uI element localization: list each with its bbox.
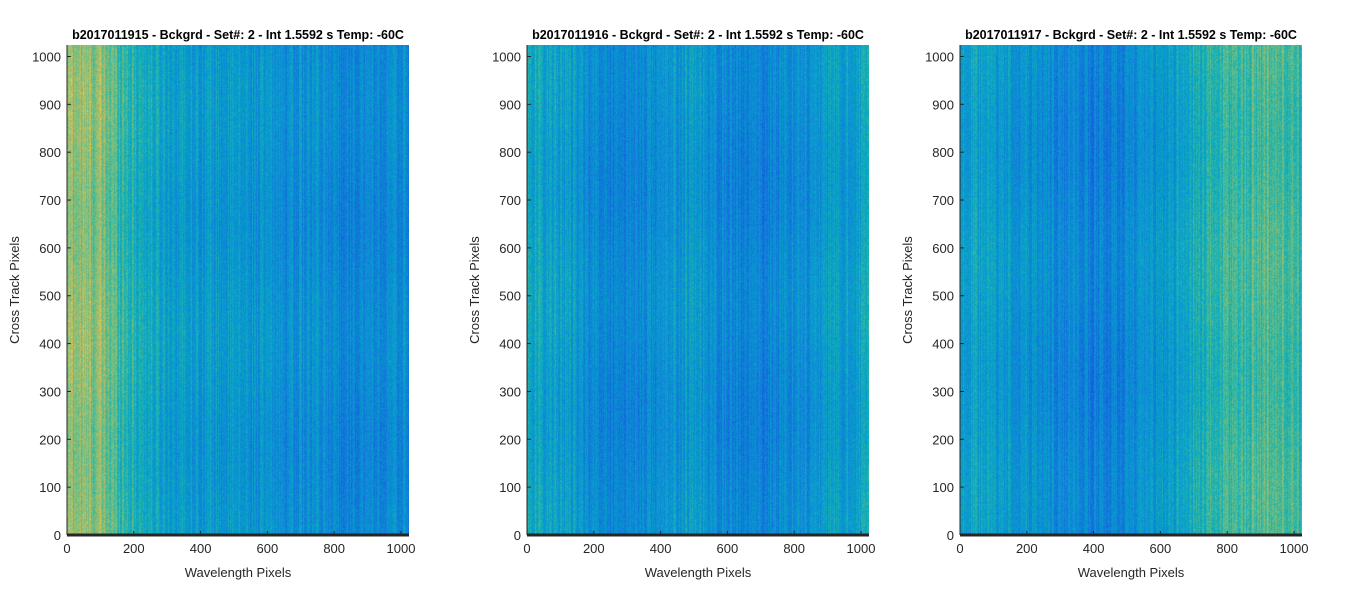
chart-title: b2017011917 - Bckgrd - Set#: 2 - Int 1.5…: [965, 28, 1297, 42]
x-tick-label: 600: [717, 541, 739, 556]
y-tick-label: 300: [499, 384, 521, 399]
x-tick-label: 800: [783, 541, 805, 556]
y-tick-label: 600: [932, 241, 954, 256]
y-tick-label: 1000: [492, 49, 521, 64]
y-tick-label: 400: [39, 337, 61, 352]
y-tick-label: 200: [39, 432, 61, 447]
x-tick-label: 0: [956, 541, 963, 556]
x-axis-label: Wavelength Pixels: [645, 565, 752, 580]
heatmap-image-1: [67, 45, 409, 535]
x-tick-label: 200: [583, 541, 605, 556]
y-tick-label: 0: [514, 528, 521, 543]
y-tick-label: 0: [947, 528, 954, 543]
x-tick-label: 0: [63, 541, 70, 556]
y-axis-label: Cross Track Pixels: [467, 236, 482, 344]
chart-panel-2: 0 200 400 600 800 1000 0 100 200 300 400 500 600 700 8…: [467, 28, 875, 580]
y-tick-label: 100: [499, 480, 521, 495]
chart-panel-1: 0 200 400 600 800 1000 0 100 200 300 400 500 600 700 8…: [7, 28, 415, 580]
y-tick-label: 900: [932, 97, 954, 112]
chart-title: b2017011915 - Bckgrd - Set#: 2 - Int 1.5…: [72, 28, 404, 42]
y-tick-label: 900: [39, 97, 61, 112]
y-tick-label: 300: [932, 384, 954, 399]
y-tick-label: 400: [499, 337, 521, 352]
y-tick-label: 200: [932, 432, 954, 447]
x-tick-label: 1000: [387, 541, 416, 556]
y-tick-label: 700: [932, 193, 954, 208]
y-tick-label: 600: [499, 241, 521, 256]
y-tick-label: 1000: [32, 49, 61, 64]
x-tick-label: 1000: [847, 541, 876, 556]
x-tick-label: 400: [650, 541, 672, 556]
y-axis-label: Cross Track Pixels: [7, 236, 22, 344]
x-tick-label: 800: [1216, 541, 1238, 556]
x-tick-label: 200: [123, 541, 145, 556]
x-tick-label: 400: [190, 541, 212, 556]
x-tick-label: 0: [523, 541, 530, 556]
y-tick-label: 400: [932, 337, 954, 352]
x-axis-label: Wavelength Pixels: [185, 565, 292, 580]
y-tick-label: 100: [932, 480, 954, 495]
y-tick-label: 200: [499, 432, 521, 447]
heatmap-image-2: [527, 45, 869, 535]
y-tick-label: 0: [54, 528, 61, 543]
y-tick-label: 700: [39, 193, 61, 208]
y-tick-label: 500: [499, 289, 521, 304]
y-tick-label: 700: [499, 193, 521, 208]
y-tick-label: 1000: [925, 49, 954, 64]
x-tick-label: 600: [257, 541, 279, 556]
y-tick-label: 100: [39, 480, 61, 495]
y-tick-label: 900: [499, 97, 521, 112]
y-tick-label: 800: [499, 145, 521, 160]
y-axis-label: Cross Track Pixels: [900, 236, 915, 344]
x-tick-label: 1000: [1280, 541, 1309, 556]
y-tick-label: 800: [39, 145, 61, 160]
heatmap-image-3: [960, 45, 1302, 535]
y-tick-label: 600: [39, 241, 61, 256]
y-tick-label: 300: [39, 384, 61, 399]
chart-title: b2017011916 - Bckgrd - Set#: 2 - Int 1.5…: [532, 28, 864, 42]
x-tick-label: 200: [1016, 541, 1038, 556]
y-tick-label: 800: [932, 145, 954, 160]
x-tick-label: 800: [323, 541, 345, 556]
y-tick-label: 500: [932, 289, 954, 304]
x-axis-label: Wavelength Pixels: [1078, 565, 1185, 580]
x-tick-label: 600: [1150, 541, 1172, 556]
y-tick-label: 500: [39, 289, 61, 304]
x-tick-label: 400: [1083, 541, 1105, 556]
chart-panel-3: 0 200 400 600 800 1000 0 100 200 300 400 500 600 700 8…: [900, 28, 1308, 580]
